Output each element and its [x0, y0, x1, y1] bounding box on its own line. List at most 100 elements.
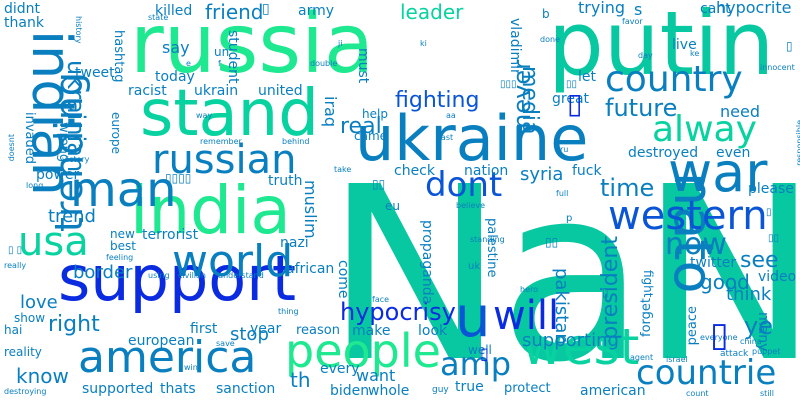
word-border: border	[73, 262, 133, 283]
word-love: love	[20, 292, 58, 313]
emoji-box-glyph: ▯▯	[545, 235, 559, 249]
word-terrorist: terrorist	[142, 227, 199, 243]
word-b: b	[542, 7, 550, 21]
word-killed: killed	[155, 3, 193, 19]
word-new: new	[110, 227, 135, 241]
word-need: need	[720, 102, 760, 121]
word-man: man	[70, 162, 177, 218]
word-reality: reality	[4, 345, 42, 359]
word-innocent: innocent	[760, 63, 795, 72]
word-u: u	[455, 285, 491, 350]
word-tweet: tweet	[75, 65, 115, 81]
word-take: take	[334, 165, 352, 174]
word-media: media	[517, 66, 542, 135]
word-ukraine: ukraine	[355, 102, 589, 175]
emoji-box-glyph: ▯	[602, 285, 609, 299]
word-know: know	[16, 364, 69, 388]
word-ye: ye	[744, 312, 773, 340]
word-day: day	[638, 51, 653, 60]
word-biden: biden	[330, 383, 370, 399]
word-muslim: muslim	[301, 180, 320, 239]
word-dont: dont	[425, 165, 503, 205]
word-remember: remember	[200, 137, 242, 146]
word-full: full	[556, 189, 569, 198]
emoji-box-glyph: ▯	[766, 207, 772, 218]
word-whole: whole	[368, 383, 410, 399]
word-united: united	[258, 83, 303, 99]
word-future: future	[605, 94, 678, 122]
word-behind: behind	[282, 137, 310, 146]
word-europe: europe	[109, 112, 123, 154]
word-hai: hai	[4, 323, 23, 337]
word-china: china	[740, 337, 762, 346]
word-th: th	[290, 368, 311, 392]
word-alway: alway	[652, 109, 757, 150]
word-stop: stop	[230, 324, 269, 345]
word-trying: trying	[578, 0, 626, 17]
word-friend: friend	[205, 0, 264, 24]
word-see: see	[740, 248, 779, 273]
word-great: great	[552, 91, 590, 107]
word-israel: israel	[666, 355, 688, 364]
word-world: world	[172, 236, 294, 287]
word-racist: racist	[128, 83, 167, 99]
word-russian: russian	[152, 137, 297, 183]
word-using: using	[148, 271, 170, 280]
word-destroying: destroying	[4, 387, 47, 396]
word-everyone: everyone	[700, 333, 738, 342]
word-trend: trend	[48, 206, 96, 227]
word-didnt: didnt	[4, 1, 41, 17]
word-people: people	[285, 324, 441, 378]
word-responsible: responsible	[795, 120, 800, 166]
word-today: today	[155, 69, 195, 85]
word-still: still	[760, 389, 774, 398]
word-thank: thank	[4, 15, 44, 31]
word-vladimir: vladimir	[507, 18, 523, 75]
word-supporting: supporting	[522, 330, 619, 351]
word-fuck: fuck	[572, 163, 602, 179]
word-let: let	[578, 69, 596, 85]
word-every: every	[320, 361, 360, 377]
word-eu: eu	[385, 199, 400, 213]
word-ji: ji	[338, 39, 343, 48]
emoji-box-glyph: ▯ ▯	[8, 245, 23, 256]
word-understand: understand	[218, 271, 264, 280]
word-victory: victory	[62, 155, 90, 164]
word-hypocrite: hypocrite	[716, 0, 792, 17]
word-e: e	[186, 59, 191, 68]
word-country: country	[605, 59, 743, 100]
word-twitter: twitter	[690, 255, 737, 271]
word-india: india	[130, 172, 291, 249]
word-believe: believe	[456, 201, 486, 210]
word-protect: protect	[504, 381, 551, 396]
word-good: good	[700, 270, 750, 294]
word-war: war	[668, 141, 768, 204]
word-double: double	[310, 59, 338, 68]
word-true: true	[455, 379, 484, 395]
word-sanction: sanction	[216, 381, 276, 397]
word-look: look	[418, 323, 448, 339]
word-think: think	[726, 284, 772, 305]
word-real: real	[340, 114, 382, 139]
word-nan: NaN	[325, 135, 800, 400]
word-right: right	[48, 312, 100, 337]
word-thing: thing	[278, 307, 299, 316]
word-forget: forget	[639, 298, 654, 337]
word-support: support	[58, 242, 297, 315]
word-palestine: palestine	[484, 218, 499, 278]
word-p: p	[566, 213, 573, 224]
word-win: win	[184, 363, 198, 372]
emoji-box-glyph: ▯	[567, 87, 583, 120]
emoji-box-glyph: ▯▯▯	[500, 79, 517, 90]
word-count: count	[686, 389, 709, 398]
word-nation: nation	[464, 163, 509, 179]
word-make: make	[352, 323, 391, 339]
word-ru: ru	[560, 145, 569, 154]
word-f: f	[218, 59, 221, 68]
word-destroyed: destroyed	[628, 145, 699, 161]
word-attack: attack	[720, 349, 749, 359]
word-amp: amp	[440, 345, 512, 383]
word-leader: leader	[400, 0, 464, 24]
emoji-box-glyph: ▯	[480, 344, 489, 363]
